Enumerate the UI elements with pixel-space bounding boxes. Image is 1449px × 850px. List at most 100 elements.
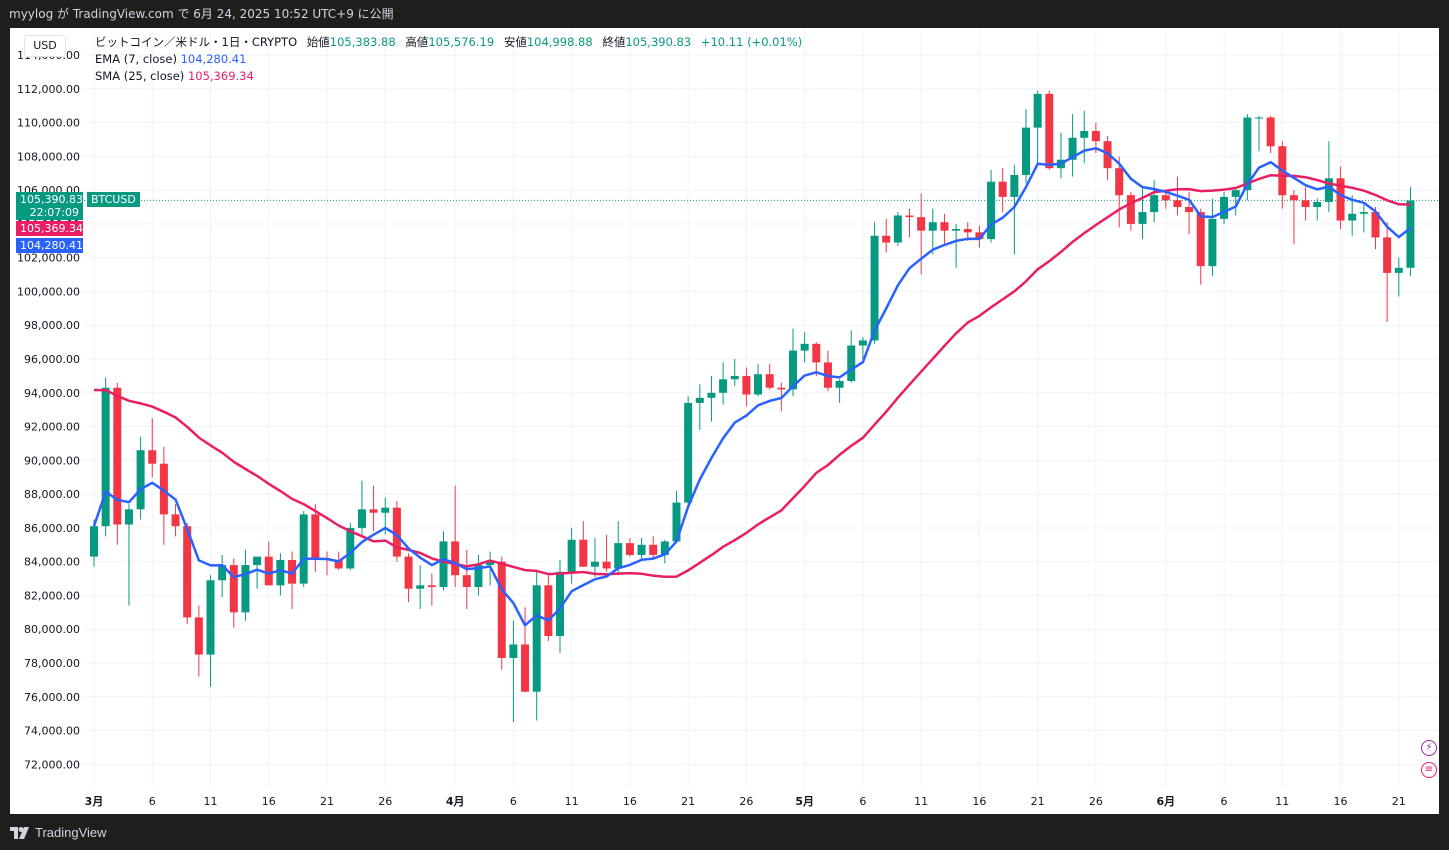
candle	[299, 511, 308, 588]
candle	[754, 364, 763, 397]
ema-legend-row[interactable]: EMA (7, close) 104,280.41	[95, 51, 802, 68]
candle-body	[625, 543, 634, 555]
flag-icon[interactable]: ≡	[1421, 762, 1437, 778]
open-value: 105,383.88	[329, 35, 396, 49]
candle-body	[963, 228, 972, 233]
chart-panel[interactable]: 72,000.00 74,000.00 76,000.00 78,000.00 80,0…	[10, 28, 1439, 814]
candle	[1068, 114, 1077, 177]
candle-body	[159, 463, 168, 515]
candle	[917, 193, 926, 275]
candle-body	[439, 541, 448, 588]
candle-body	[532, 585, 541, 692]
candle	[124, 504, 133, 606]
candle-body	[90, 526, 98, 557]
currency-button[interactable]: USD	[24, 35, 66, 57]
candle	[218, 554, 227, 598]
candle	[579, 521, 588, 567]
y-tick-label: 76,000.00	[24, 691, 80, 704]
candle-body	[882, 235, 891, 243]
candle-body	[416, 585, 425, 589]
candle-body	[1138, 212, 1147, 224]
candle-body	[730, 375, 739, 380]
candle	[159, 446, 168, 545]
candle	[952, 223, 961, 268]
candle-body	[847, 345, 856, 381]
price-axis: 72,000.00 74,000.00 76,000.00 78,000.00 80,0…	[17, 49, 80, 771]
candle-body	[742, 375, 751, 395]
x-tick-label: 6	[149, 795, 156, 808]
candle-body	[346, 527, 355, 569]
candle	[311, 504, 320, 572]
lightning-icon[interactable]: ⚡	[1421, 740, 1437, 756]
x-tick-label: 6	[510, 795, 517, 808]
candle	[1103, 136, 1112, 180]
candle	[194, 605, 203, 677]
candle-body	[1255, 117, 1263, 119]
candle-body	[509, 644, 518, 658]
candle	[1348, 195, 1357, 236]
x-tick-label: 16	[1334, 795, 1348, 808]
candle	[369, 485, 378, 532]
last-price-value: 105,390.83	[20, 193, 83, 207]
y-tick-label: 92,000.00	[24, 421, 80, 434]
candle	[649, 536, 658, 559]
candle-body	[427, 585, 436, 588]
candle	[462, 549, 471, 609]
tradingview-logo[interactable]: TradingView	[10, 825, 107, 840]
candle-body	[148, 450, 157, 464]
candle-body	[124, 509, 133, 525]
candle-body	[1348, 213, 1357, 221]
candle	[1289, 190, 1298, 245]
grid	[84, 28, 1439, 788]
x-tick-label: 11	[1275, 795, 1289, 808]
candle	[1045, 90, 1054, 170]
candle	[206, 575, 215, 687]
candle	[637, 538, 646, 560]
candle-body	[567, 539, 576, 572]
candle	[1115, 156, 1124, 228]
candle	[509, 620, 518, 723]
candle-body	[777, 387, 786, 390]
candle	[893, 212, 902, 246]
x-tick-label: 4月	[446, 795, 465, 808]
y-tick-label: 110,000.00	[17, 117, 80, 130]
sma-legend-row[interactable]: SMA (25, close) 105,369.34	[95, 68, 802, 85]
close-label: 終値	[602, 35, 626, 49]
candle-body	[183, 526, 192, 618]
candle	[544, 575, 553, 642]
candle-body	[264, 556, 273, 586]
candle-body	[707, 392, 716, 398]
candle	[1196, 208, 1205, 285]
candle-body	[1371, 212, 1380, 238]
y-tick-label: 100,000.00	[17, 285, 80, 298]
low-label: 安値	[503, 35, 527, 49]
candle	[858, 337, 867, 360]
x-tick-label: 16	[623, 795, 637, 808]
y-tick-label: 96,000.00	[24, 353, 80, 366]
x-tick-label: 26	[739, 795, 753, 808]
candle	[1336, 166, 1345, 229]
candlestick-chart[interactable]: 72,000.00 74,000.00 76,000.00 78,000.00 80,0…	[10, 28, 1439, 814]
x-tick-label: 16	[972, 795, 986, 808]
sma-value: 105,369.34	[187, 69, 254, 83]
sma-price-tag: 105,369.34	[16, 221, 83, 237]
candle	[1231, 188, 1240, 216]
candle	[742, 367, 751, 407]
candle-body	[1115, 168, 1124, 196]
sma-label: SMA (25, close)	[95, 69, 185, 83]
candle-body	[917, 217, 926, 231]
candle-body	[497, 561, 506, 658]
candle-body	[684, 402, 693, 503]
ema-label: EMA (7, close)	[95, 52, 177, 66]
candle	[695, 384, 704, 430]
footer: TradingView	[0, 815, 1449, 850]
sma-line	[93, 173, 1411, 579]
candle-body	[1185, 207, 1194, 213]
candle	[416, 565, 425, 609]
symbol-label[interactable]: ビットコイン／米ドル・1日・CRYPTO	[95, 35, 298, 49]
candle-body	[1243, 117, 1252, 191]
candle-body	[392, 507, 401, 557]
candle-body	[404, 556, 413, 589]
y-tick-label: 98,000.00	[24, 319, 80, 332]
candle-body	[928, 222, 937, 231]
